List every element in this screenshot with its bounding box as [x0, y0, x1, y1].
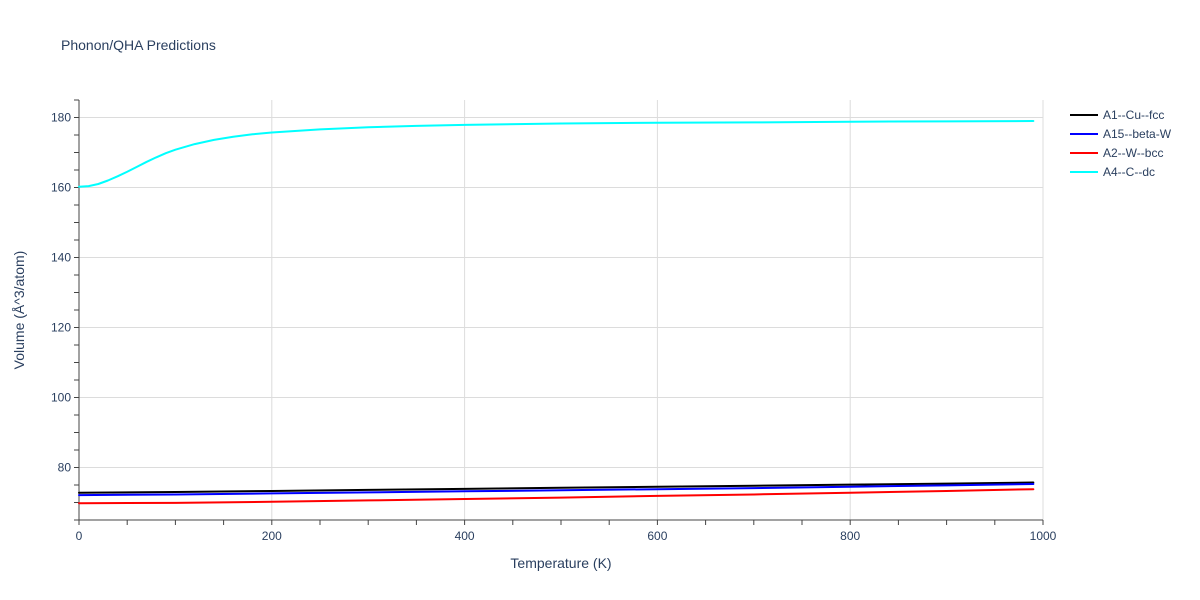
y-axis-title: Volume (Å^3/atom) — [11, 251, 27, 370]
legend-item-a4-c-dc[interactable]: A4--C--dc — [1070, 165, 1155, 179]
legend-item-a1-cu-fcc[interactable]: A1--Cu--fcc — [1070, 108, 1164, 122]
x-tick-label: 600 — [647, 529, 667, 543]
x-tick-label: 1000 — [1030, 529, 1057, 543]
x-tick-label: 400 — [455, 529, 475, 543]
series-layer — [78, 120, 1035, 505]
y-tick-label: 80 — [58, 461, 72, 475]
x-tick-label: 800 — [840, 529, 860, 543]
series-line-a4-c-dc — [78, 120, 1035, 188]
axes-layer: 0 200 400 600 800 1000 80 100 120 140 160 180 — [51, 99, 1057, 543]
legend[interactable]: A1--Cu--fcc A15--beta-W A2--W--bcc A4--C--d… — [1070, 108, 1172, 179]
series-line-a2-w-bcc — [78, 488, 1035, 505]
y-tick-label: 160 — [51, 181, 71, 195]
x-tick-label: 0 — [76, 529, 83, 543]
legend-item-a15-beta-w[interactable]: A15--beta-W — [1070, 127, 1172, 141]
series-line-a15-beta-w — [78, 482, 1035, 497]
chart-title: Phonon/QHA Predictions — [61, 37, 216, 53]
legend-label: A2--W--bcc — [1103, 146, 1163, 160]
y-tick-label: 120 — [51, 321, 71, 335]
y-tick-label: 100 — [51, 391, 71, 405]
x-axis-title: Temperature (K) — [510, 555, 611, 571]
x-tick-label: 200 — [262, 529, 282, 543]
legend-label: A15--beta-W — [1103, 127, 1172, 141]
grid-layer — [79, 100, 1044, 520]
legend-item-a2-w-bcc[interactable]: A2--W--bcc — [1070, 146, 1163, 160]
series-line-a1-cu-fcc — [78, 481, 1035, 494]
legend-label: A4--C--dc — [1103, 165, 1155, 179]
legend-label: A1--Cu--fcc — [1103, 108, 1164, 122]
y-tick-label: 180 — [51, 111, 71, 125]
y-tick-label: 140 — [51, 251, 71, 265]
